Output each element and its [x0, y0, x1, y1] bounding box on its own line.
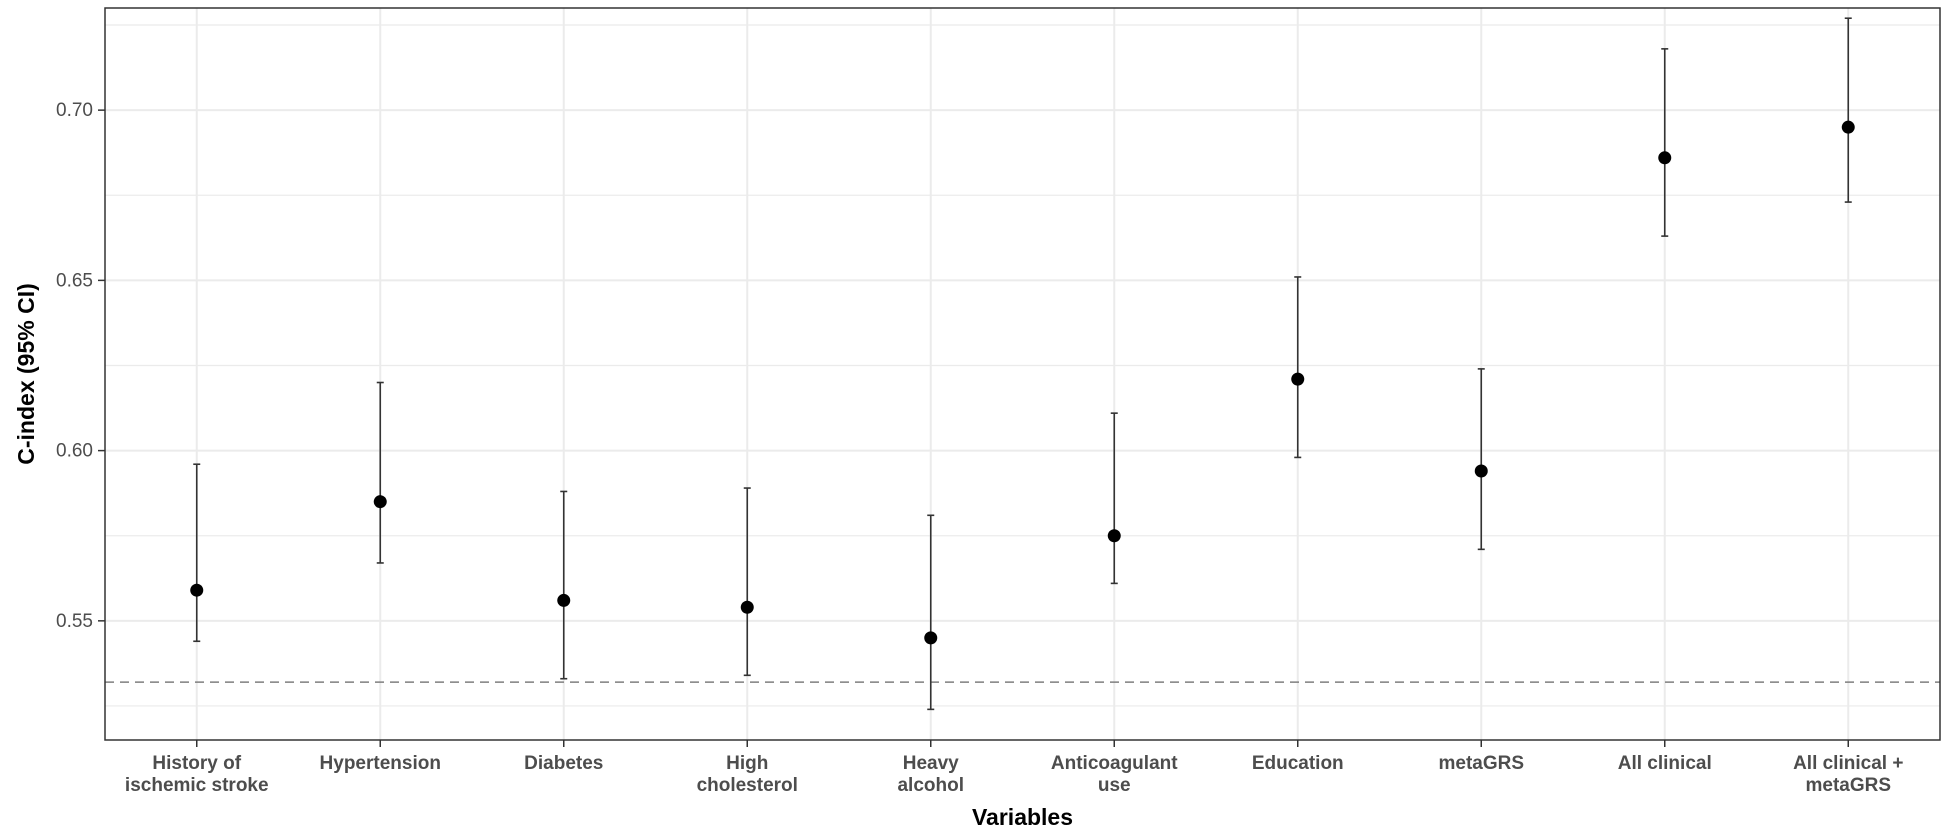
- x-tick-label-line: Hypertension: [320, 753, 441, 774]
- data-point: [1291, 372, 1305, 386]
- y-tick-label: 0.65: [56, 270, 93, 291]
- data-point: [1474, 464, 1488, 478]
- data-point: [924, 631, 938, 645]
- y-tick-label: 0.70: [56, 100, 93, 121]
- y-axis-title: C-index (95% CI): [13, 283, 39, 464]
- y-tick-label: 0.55: [56, 611, 93, 632]
- error-bar-layer: [193, 17, 1852, 711]
- data-point: [190, 583, 204, 597]
- data-point: [740, 600, 754, 614]
- data-point: [557, 593, 571, 607]
- x-tick-label-line: High: [726, 753, 768, 774]
- x-tick-label-line: metaGRS: [1805, 775, 1891, 796]
- x-tick-label-line: Heavy: [903, 753, 959, 774]
- data-point: [1107, 529, 1121, 543]
- x-tick-label-line: All clinical +: [1793, 753, 1903, 774]
- x-tick-label: metaGRS: [1438, 753, 1524, 774]
- x-tick-label-line: History of: [152, 753, 241, 774]
- x-tick-label: History of ischemic stroke: [125, 753, 269, 796]
- point-layer: [190, 120, 1855, 645]
- x-tick-label: Education: [1252, 753, 1344, 774]
- x-tick-label-line: metaGRS: [1438, 753, 1524, 774]
- x-tick-label: High cholesterol: [697, 753, 798, 796]
- x-tick-label: All clinical: [1618, 753, 1712, 774]
- panel-border: [104, 7, 1941, 741]
- x-tick-label-line: Education: [1252, 753, 1344, 774]
- x-axis-title: Variables: [972, 804, 1073, 830]
- x-tick-label-line: cholesterol: [697, 775, 798, 796]
- data-point: [1658, 151, 1672, 165]
- x-tick-label-line: All clinical: [1618, 753, 1712, 774]
- x-tick-label: Hypertension: [320, 753, 441, 774]
- x-tick-label-line: Diabetes: [524, 753, 603, 774]
- y-tick-label: 0.60: [56, 441, 93, 462]
- axis-ticks-layer: 0.55 0.60 0.65 0.70 History of ischemic strok…: [56, 100, 1903, 796]
- x-tick-label-line: ischemic stroke: [125, 775, 269, 796]
- x-tick-label-line: alcohol: [897, 775, 964, 796]
- x-tick-label-line: Anticoagulant: [1051, 753, 1178, 774]
- data-point: [1841, 120, 1855, 134]
- x-tick-label: Heavy alcohol: [897, 753, 964, 796]
- x-tick-label: Diabetes: [524, 753, 603, 774]
- data-point: [373, 495, 387, 509]
- x-tick-label: All clinical + metaGRS: [1793, 753, 1903, 796]
- x-tick-label: Anticoagulant use: [1051, 753, 1178, 796]
- x-tick-label-line: use: [1098, 775, 1131, 796]
